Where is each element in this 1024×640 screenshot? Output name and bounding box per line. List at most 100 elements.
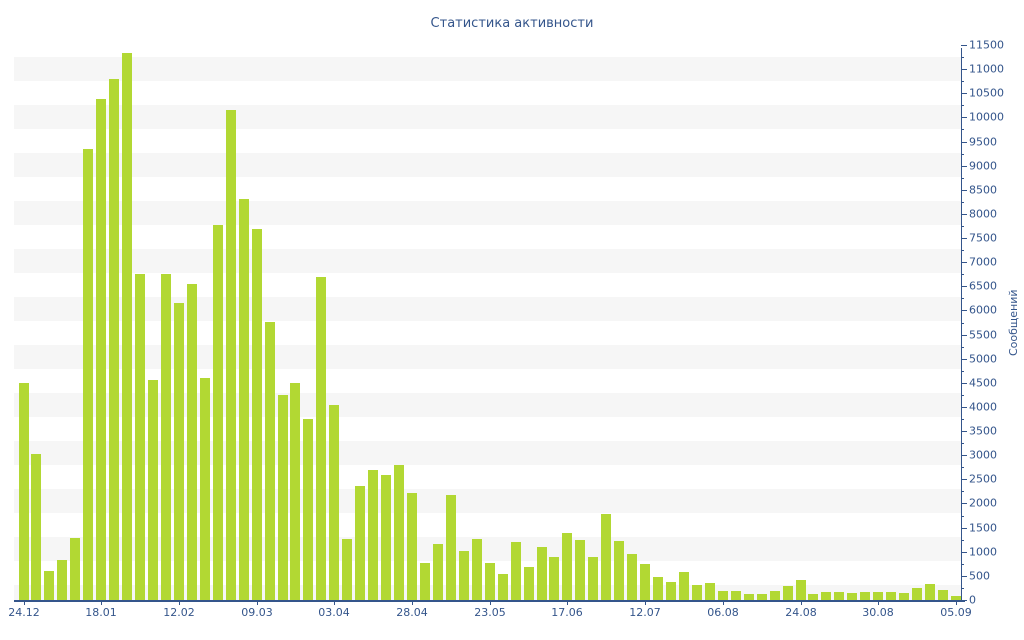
y-axis-tick <box>961 431 967 432</box>
bar <box>938 590 948 600</box>
bar <box>783 586 793 600</box>
bar <box>96 99 106 600</box>
x-tick-label: 18.01 <box>85 606 117 619</box>
y-tick-label: 1500 <box>969 521 997 535</box>
y-axis-tick <box>961 238 967 239</box>
y-tick-label: 11000 <box>969 62 1004 76</box>
y-tick-label: 2500 <box>969 472 997 486</box>
bar <box>394 465 404 600</box>
y-tick-label: 4000 <box>969 400 997 414</box>
y-axis-minor-tick <box>961 467 964 468</box>
y-axis-minor-tick <box>961 540 964 541</box>
bar <box>433 544 443 600</box>
x-axis-tick <box>24 601 25 605</box>
bar <box>381 475 391 600</box>
bar <box>951 596 961 600</box>
bar <box>705 583 715 600</box>
bar <box>200 378 210 600</box>
y-tick-label: 11500 <box>969 38 1004 52</box>
y-axis-minor-tick <box>961 371 964 372</box>
bar <box>407 493 417 600</box>
y-axis-tick <box>961 335 967 336</box>
y-axis-minor-tick <box>961 178 964 179</box>
x-axis-tick <box>334 601 335 605</box>
bar <box>70 538 80 600</box>
x-axis-tick <box>645 601 646 605</box>
bar <box>31 454 41 600</box>
bar <box>109 79 119 600</box>
bar <box>329 405 339 600</box>
y-tick-label: 7500 <box>969 231 997 245</box>
bar <box>718 591 728 600</box>
y-axis-minor-tick <box>961 564 964 565</box>
x-tick-label: 24.08 <box>785 606 817 619</box>
bar <box>744 594 754 600</box>
bar <box>213 225 223 600</box>
y-axis-minor-tick <box>961 105 964 106</box>
bar <box>472 539 482 600</box>
bar <box>148 380 158 600</box>
y-axis-minor-tick <box>961 129 964 130</box>
y-axis-tick <box>961 552 967 553</box>
bar <box>614 541 624 600</box>
y-axis-tick <box>961 214 967 215</box>
bar <box>899 593 909 600</box>
bar <box>873 592 883 600</box>
y-axis-tick <box>961 286 967 287</box>
bar <box>796 580 806 600</box>
x-axis-tick <box>567 601 568 605</box>
y-axis-tick <box>961 383 967 384</box>
y-tick-label: 8000 <box>969 207 997 221</box>
y-axis-minor-tick <box>961 298 964 299</box>
bar <box>19 383 29 600</box>
bar <box>562 533 572 600</box>
y-tick-label: 0 <box>969 593 976 607</box>
plot-area <box>14 45 961 600</box>
y-tick-label: 1000 <box>969 545 997 559</box>
y-axis-minor-tick <box>961 274 964 275</box>
y-tick-label: 9500 <box>969 135 997 149</box>
y-axis-minor-tick <box>961 588 964 589</box>
y-axis-tick <box>961 45 967 46</box>
bar <box>575 540 585 600</box>
x-axis-tick <box>956 601 957 605</box>
y-axis-tick <box>961 117 967 118</box>
bar <box>524 567 534 600</box>
y-tick-label: 3500 <box>969 424 997 438</box>
bar <box>653 577 663 600</box>
bar <box>770 591 780 600</box>
y-axis-minor-tick <box>961 226 964 227</box>
bar <box>174 303 184 600</box>
x-tick-label: 17.06 <box>551 606 583 619</box>
y-tick-label: 3000 <box>969 448 997 462</box>
y-axis-minor-tick <box>961 395 964 396</box>
y-tick-label: 2000 <box>969 496 997 510</box>
x-tick-label: 23.05 <box>474 606 506 619</box>
x-axis-tick <box>723 601 724 605</box>
bar <box>122 53 132 600</box>
bar <box>731 591 741 600</box>
bar <box>420 563 430 600</box>
y-tick-label: 9000 <box>969 159 997 173</box>
x-tick-label: 12.02 <box>163 606 195 619</box>
x-axis-tick <box>412 601 413 605</box>
y-tick-label: 500 <box>969 569 990 583</box>
bar <box>549 557 559 600</box>
y-axis-line <box>961 48 962 601</box>
bar <box>679 572 689 600</box>
bar <box>757 594 767 600</box>
y-axis-minor-tick <box>961 250 964 251</box>
y-axis-tick <box>961 359 967 360</box>
x-tick-label: 30.08 <box>862 606 894 619</box>
bar <box>821 592 831 600</box>
y-tick-label: 6000 <box>969 303 997 317</box>
bar <box>226 110 236 600</box>
bar <box>187 284 197 600</box>
bar <box>161 274 171 600</box>
bar <box>847 593 857 600</box>
bar <box>265 322 275 600</box>
y-tick-label: 7000 <box>969 255 997 269</box>
x-tick-label: 12.07 <box>629 606 661 619</box>
y-axis-tick <box>961 479 967 480</box>
y-tick-label: 10000 <box>969 110 1004 124</box>
